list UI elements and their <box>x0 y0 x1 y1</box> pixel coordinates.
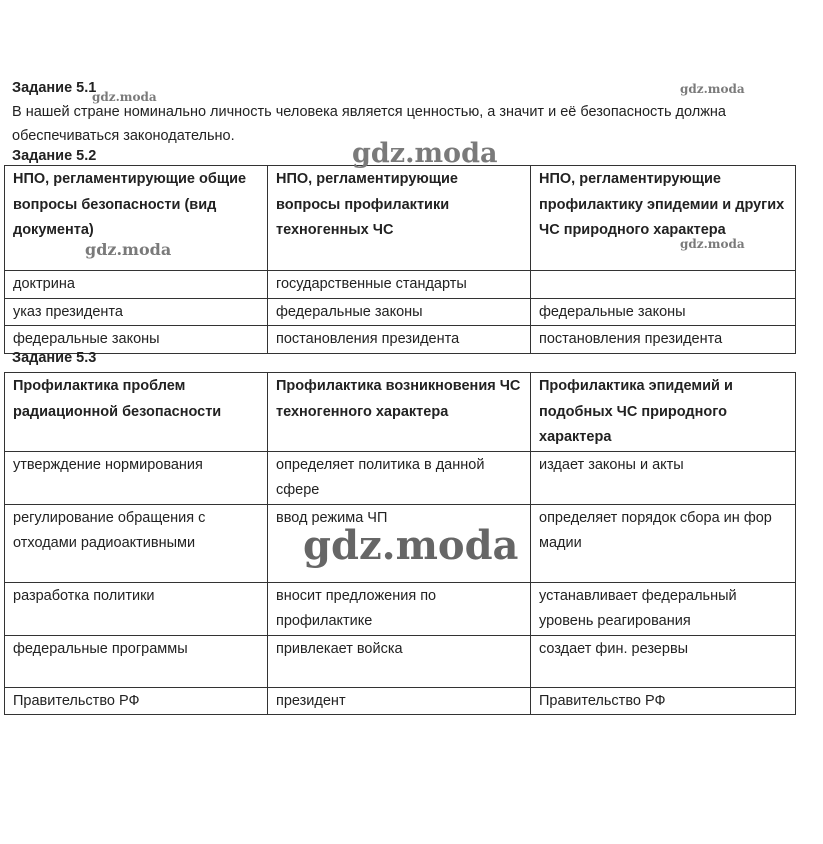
header-cell: Профилактика эпидемий и подобных ЧС прир… <box>530 372 796 452</box>
table-cell: Правительство РФ <box>4 686 268 715</box>
table-cell <box>530 270 796 299</box>
table-cell: постановления президента <box>267 325 531 354</box>
table-cell: федеральные программы <box>4 634 268 688</box>
task-5-1-title: Задание 5.1 <box>12 80 97 96</box>
table-cell: создает фин. резервы <box>530 634 796 688</box>
table-cell: определяет порядок сбора ин фор мадии <box>530 503 796 583</box>
table-row: регулирование обращения с отходами радио… <box>4 503 796 583</box>
table-row: утверждение нормирования определяет поли… <box>4 450 796 505</box>
table-cell: ввод режима ЧП <box>267 503 531 583</box>
task-5-3-table: Профилактика проблем радиационной безопа… <box>4 372 796 715</box>
task-5-2-title: Задание 5.2 <box>12 148 97 164</box>
table-cell: указ президента <box>4 297 268 326</box>
table-cell: президент <box>267 686 531 715</box>
task-5-2-table: НПО, регламентирующие общие вопросы безо… <box>4 165 796 354</box>
task-5-3-title: Задание 5.3 <box>12 350 97 366</box>
table-row: Правительство РФ президент Правительство… <box>4 686 796 715</box>
table-row: федеральные программы привлекает войска … <box>4 634 796 688</box>
header-cell: НПО, регламентирующие общие вопросы безо… <box>4 165 268 271</box>
table-header-row: Профилактика проблем радиационной безопа… <box>4 372 796 452</box>
table-cell: Правительство РФ <box>530 686 796 715</box>
table-cell: федеральные законы <box>4 325 268 354</box>
task-5-1-text: В нашей стране номинально личность челов… <box>12 104 726 144</box>
table-cell: разработка политики <box>4 581 268 636</box>
table-row: разработка политики вносит предложения п… <box>4 581 796 636</box>
table-cell: определяет политика в данной сфере <box>267 450 531 505</box>
table-header-row: НПО, регламентирующие общие вопросы безо… <box>4 165 796 271</box>
watermark: gdz.moda <box>680 82 745 96</box>
table-cell: федеральные законы <box>530 297 796 326</box>
table-cell: регулирование обращения с отходами радио… <box>4 503 268 583</box>
table-row: доктрина государственные стандарты <box>4 270 796 299</box>
header-cell: Профилактика проблем радиационной безопа… <box>4 372 268 452</box>
table-cell: федеральные законы <box>267 297 531 326</box>
table-row: указ президента федеральные законы федер… <box>4 297 796 326</box>
header-cell: НПО, регламентирующие вопросы профилакти… <box>267 165 531 271</box>
table-cell: доктрина <box>4 270 268 299</box>
table-row: федеральные законы постановления президе… <box>4 325 796 354</box>
table-cell: государственные стандарты <box>267 270 531 299</box>
table-cell: утверждение нормирования <box>4 450 268 505</box>
table-cell: постановления президента <box>530 325 796 354</box>
header-cell: Профилактика возникновения ЧС техногенно… <box>267 372 531 452</box>
table-cell: привлекает войска <box>267 634 531 688</box>
header-cell: НПО, регламентирующие профилактику эпиде… <box>530 165 796 271</box>
table-cell: вносит предложения по профилактике <box>267 581 531 636</box>
table-cell: устанавливает федеральный уровень реагир… <box>530 581 796 636</box>
table-cell: издает законы и акты <box>530 450 796 505</box>
